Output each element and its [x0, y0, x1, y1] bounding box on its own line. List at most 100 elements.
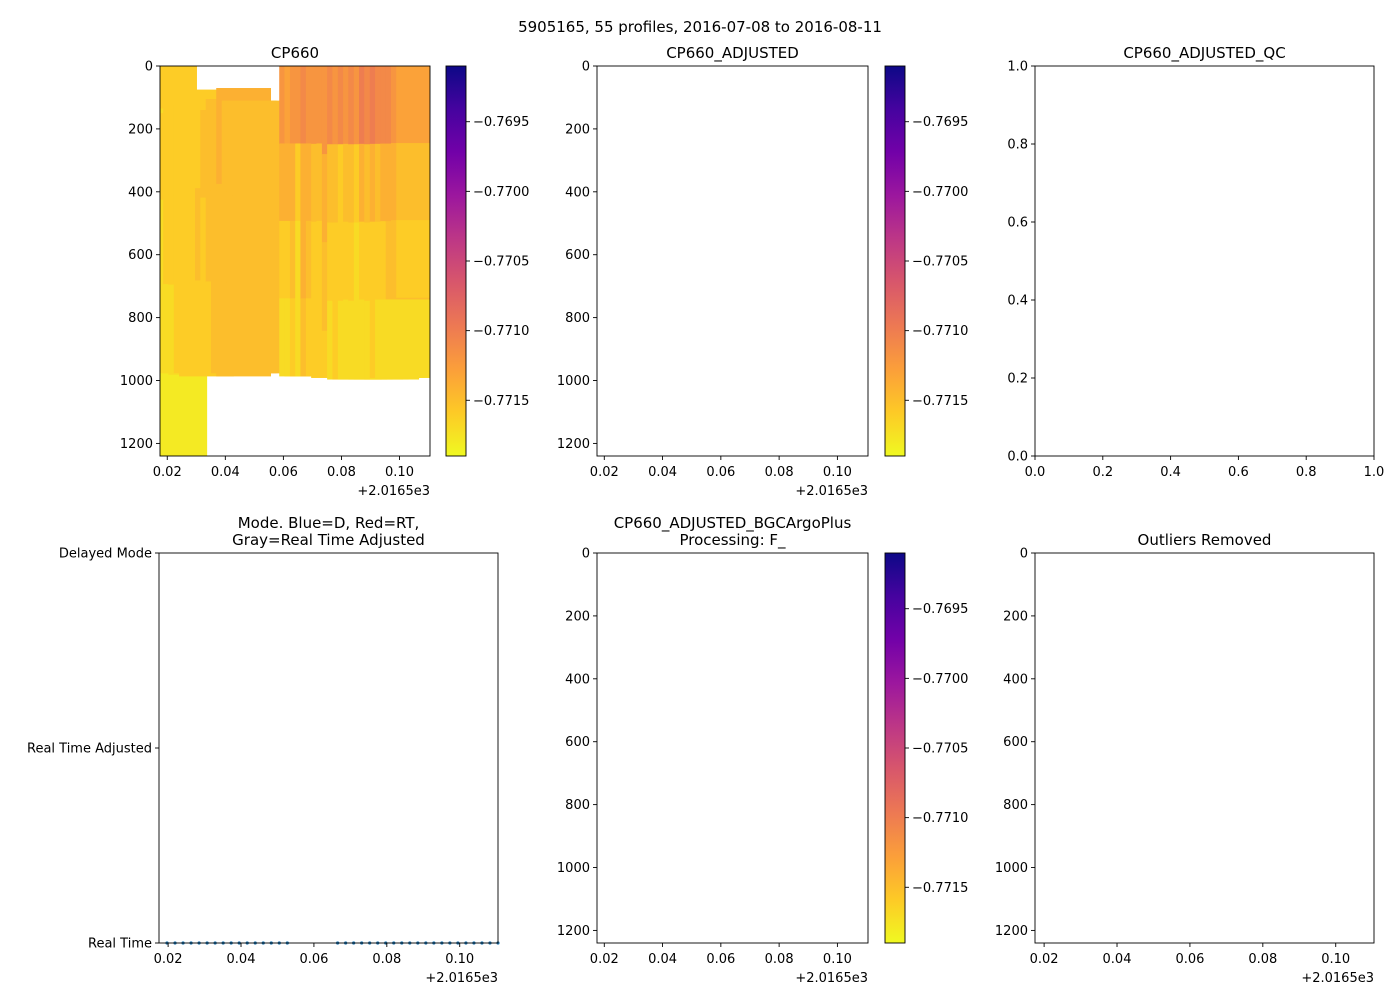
- y-tick-label: 1.0: [1007, 60, 1028, 75]
- axes-frame: [1034, 65, 1375, 457]
- y-tick-label: 800: [565, 798, 590, 813]
- x-tick-label: 0.04: [211, 465, 240, 480]
- y-tick-label: 800: [128, 311, 153, 326]
- y-tick-label: 1000: [557, 861, 590, 876]
- y-tick-label: Delayed Mode: [59, 547, 152, 562]
- colorbar-tick-label: −0.7705: [473, 255, 529, 270]
- y-tick-label: 800: [1003, 798, 1028, 813]
- x-offset-label: +2.0165e3: [357, 484, 430, 499]
- y-tick-label: 1200: [995, 924, 1028, 939]
- x-tick-label: 0.04: [648, 952, 677, 967]
- x-tick-label: 0.04: [227, 952, 256, 967]
- x-tick-label: 0.06: [299, 952, 328, 967]
- colorbar-tick-label: −0.7695: [473, 115, 529, 130]
- x-offset-label: +2.0165e3: [795, 971, 868, 986]
- axes-frame: [596, 65, 869, 457]
- axes-frame: [596, 552, 869, 944]
- y-tick-label: 400: [565, 672, 590, 687]
- y-tick-label: 800: [565, 311, 590, 326]
- x-tick-label: 1.0: [1364, 465, 1385, 480]
- y-tick-label: Real Time Adjusted: [27, 742, 152, 757]
- panel-title: CP660: [271, 44, 319, 62]
- panel-title: CP660_ADJUSTED_QC: [1123, 44, 1285, 63]
- y-tick-label: 600: [1003, 735, 1028, 750]
- y-tick-label: 400: [128, 185, 153, 200]
- x-tick-label: 0.0: [1025, 465, 1046, 480]
- x-tick-label: 0.10: [1321, 952, 1350, 967]
- y-tick-label: 0.0: [1007, 450, 1028, 465]
- y-tick-label: Real Time: [88, 937, 152, 952]
- x-tick-label: 0.4: [1160, 465, 1181, 480]
- y-tick-label: 1000: [557, 374, 590, 389]
- x-tick-label: 0.8: [1296, 465, 1317, 480]
- axes-frame: [1034, 552, 1375, 944]
- y-tick-label: 600: [565, 735, 590, 750]
- y-tick-label: 200: [1003, 609, 1028, 624]
- x-tick-label: 0.08: [327, 465, 356, 480]
- x-tick-label: 0.10: [445, 952, 474, 967]
- panel-title: CP660_ADJUSTED_BGCArgoPlus: [614, 514, 852, 533]
- profile-cell: [232, 106, 287, 197]
- y-tick-label: 1200: [557, 437, 590, 452]
- x-tick-label: 0.06: [706, 952, 735, 967]
- profile-cell: [160, 369, 208, 456]
- y-tick-label: 400: [565, 185, 590, 200]
- x-tick-label: 0.06: [706, 465, 735, 480]
- y-tick-label: 200: [128, 122, 153, 137]
- colorbar: [884, 552, 906, 944]
- colorbar-tick-label: −0.7695: [912, 602, 968, 617]
- y-tick-label: 0.6: [1007, 216, 1028, 231]
- colorbar: [884, 65, 906, 457]
- colorbar-tick-label: −0.7700: [912, 185, 968, 200]
- panel-title: Outliers Removed: [1138, 531, 1272, 549]
- x-tick-label: 0.10: [823, 465, 852, 480]
- colorbar: [445, 65, 467, 457]
- x-tick-label: 0.08: [765, 465, 794, 480]
- x-offset-label: +2.0165e3: [425, 971, 498, 986]
- x-tick-label: 0.02: [1030, 952, 1059, 967]
- profile-cell: [232, 195, 287, 285]
- y-tick-label: 0.8: [1007, 138, 1028, 153]
- x-tick-label: 0.06: [1175, 952, 1204, 967]
- x-tick-label: 0.02: [590, 952, 619, 967]
- y-tick-label: 0: [145, 60, 153, 75]
- x-tick-label: 0.02: [590, 465, 619, 480]
- y-tick-label: 200: [565, 122, 590, 137]
- y-tick-label: 1000: [120, 374, 153, 389]
- y-tick-label: 0.2: [1007, 372, 1028, 387]
- y-tick-label: 600: [128, 248, 153, 263]
- x-tick-label: 0.04: [1103, 952, 1132, 967]
- panel-mode: Mode. Blue=D, Red=RT,Gray=Real Time Adju…: [27, 514, 500, 986]
- profile-cell: [396, 143, 430, 221]
- panel-outliers-removed: Outliers Removed 0.02 0.04 0.06 0.08 0.10 +2.0…: [995, 531, 1375, 986]
- panel-title: Processing: F_: [679, 531, 786, 550]
- colorbar-tick-label: −0.7710: [912, 324, 968, 339]
- y-tick-label: 400: [1003, 672, 1028, 687]
- y-tick-label: 0: [582, 60, 590, 75]
- panel-title: CP660_ADJUSTED: [666, 44, 799, 63]
- y-tick-label: 1200: [557, 924, 590, 939]
- y-tick-label: 600: [565, 248, 590, 263]
- x-tick-label: 0.2: [1092, 465, 1113, 480]
- colorbar-tick-label: −0.7710: [912, 811, 968, 826]
- x-offset-label: +2.0165e3: [1301, 971, 1374, 986]
- x-tick-label: 0.10: [823, 952, 852, 967]
- y-tick-label: 0: [582, 547, 590, 562]
- x-tick-label: 0.06: [269, 465, 298, 480]
- y-tick-label: 0: [1020, 547, 1028, 562]
- panel-title: Gray=Real Time Adjusted: [232, 531, 425, 549]
- x-tick-label: 0.6: [1228, 465, 1249, 480]
- panel-title: Mode. Blue=D, Red=RT,: [238, 514, 420, 532]
- x-tick-label: 0.08: [765, 952, 794, 967]
- y-tick-label: 1200: [120, 437, 153, 452]
- profile-cell: [396, 66, 430, 144]
- panel-cp660-adjusted: CP660_ADJUSTED 0.02 0.04 0.06 0.08 0.10 +2.016…: [557, 44, 968, 499]
- y-tick-label: 1000: [995, 861, 1028, 876]
- x-tick-label: 0.02: [153, 465, 182, 480]
- x-tick-label: 0.04: [648, 465, 677, 480]
- profile-cell: [232, 284, 287, 374]
- profile-cell: [375, 299, 430, 378]
- colorbar-tick-label: −0.7715: [912, 881, 968, 896]
